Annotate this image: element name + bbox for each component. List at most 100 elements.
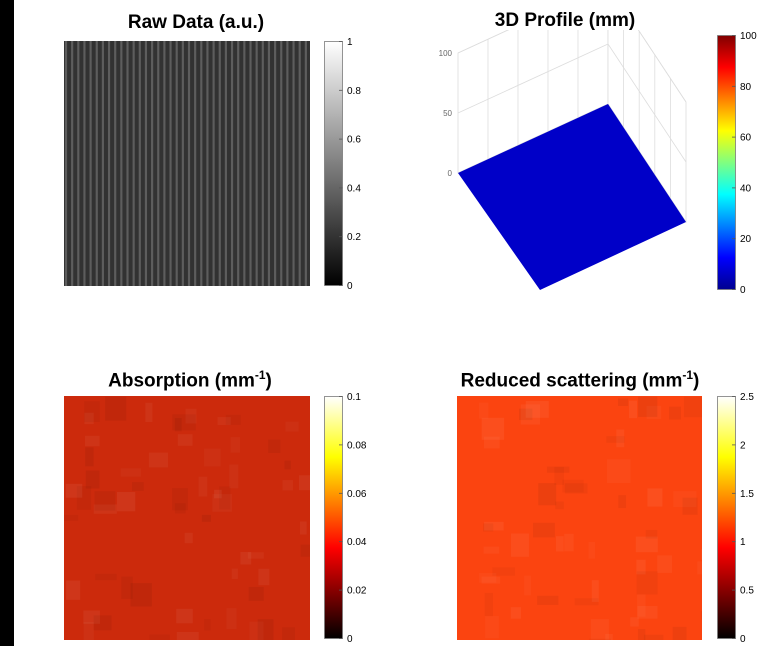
heatmap-texture xyxy=(64,515,78,521)
heatmap-texture xyxy=(635,536,658,553)
absorption-image xyxy=(64,396,313,646)
heatmap-texture xyxy=(484,521,504,531)
raw-data-stripe xyxy=(237,41,240,286)
raw-data-stripe xyxy=(187,41,191,286)
heatmap-texture xyxy=(684,397,702,418)
heatmap-texture xyxy=(518,408,533,421)
colorbar-tick-label: 2.5 xyxy=(740,392,754,403)
heatmap-texture xyxy=(520,404,541,425)
raw-data-stripe xyxy=(151,41,154,286)
raw-data-plot[interactable] xyxy=(64,41,310,286)
heatmap-texture xyxy=(105,396,127,421)
heatmap-texture xyxy=(483,546,500,554)
colorbar-tick-label: 1 xyxy=(740,537,746,548)
heatmap-texture xyxy=(77,486,91,510)
raw-data-stripe xyxy=(274,41,277,286)
heatmap-texture xyxy=(630,617,639,627)
heatmap-texture xyxy=(249,622,263,640)
raw-data-stripe xyxy=(249,41,252,286)
raw-data-stripe xyxy=(138,41,141,286)
raw-data-stripe xyxy=(212,41,215,286)
colorbar-tick-label: 0.2 xyxy=(347,232,361,243)
heatmap-texture xyxy=(672,626,687,646)
heatmap-texture xyxy=(201,514,212,522)
raw-data-stripe xyxy=(77,41,80,286)
heatmap-texture xyxy=(116,492,136,512)
raw-data-stripe xyxy=(83,41,86,286)
colorbar-tick-label: 0.08 xyxy=(347,440,367,451)
heatmap-texture xyxy=(149,634,170,640)
heatmap-texture xyxy=(637,605,658,619)
heatmap-texture xyxy=(177,434,193,446)
colorbar-tick-label: 0 xyxy=(740,285,746,296)
raw-data-stripe xyxy=(101,41,104,286)
heatmap-texture xyxy=(174,418,182,432)
z-grid-line xyxy=(607,43,687,163)
heatmap-texture xyxy=(300,521,307,535)
heatmap-texture xyxy=(93,615,112,631)
scattering-title-main: Reduced scattering (mm xyxy=(460,370,683,392)
heatmap-texture xyxy=(172,488,188,511)
raw-data-stripe xyxy=(255,41,258,286)
profile-3d-axes: 0 50 100 xyxy=(439,0,687,290)
raw-data-stripe xyxy=(194,41,197,286)
colorbar-tick-label: 20 xyxy=(740,234,752,245)
heatmap-texture xyxy=(65,483,83,498)
colorbar-tick-label: 0.6 xyxy=(347,135,361,146)
z-tick-label: 100 xyxy=(439,49,453,58)
heatmap-texture xyxy=(121,468,141,476)
colorbar-tick-label: 40 xyxy=(740,183,752,194)
raw-data-stripe xyxy=(114,41,117,286)
heatmap-texture xyxy=(589,639,611,640)
heatmap-texture xyxy=(204,619,210,631)
heatmap-texture xyxy=(607,459,631,483)
absorption-colorbar: 0 0.02 0.04 0.06 0.08 0.1 xyxy=(324,392,374,645)
colorbar-tick-label: 1.5 xyxy=(740,489,754,500)
profile-plot[interactable]: 0 50 100 xyxy=(420,0,700,292)
raw-data-stripe xyxy=(304,41,307,286)
heatmap-texture xyxy=(214,489,222,499)
heatmap-texture xyxy=(217,417,231,426)
raw-data-stripe xyxy=(243,41,246,286)
raw-data-stripe xyxy=(181,41,184,286)
heatmap-texture xyxy=(479,573,496,583)
scattering-title-end: ) xyxy=(693,370,700,392)
heatmap-fill xyxy=(457,396,702,640)
heatmap-texture xyxy=(232,569,238,579)
heatmap-texture xyxy=(176,631,199,646)
colorbar-gradient xyxy=(324,41,343,286)
colorbar-tick-label: 1 xyxy=(347,37,353,48)
heatmap-texture xyxy=(84,412,94,425)
heatmap-texture xyxy=(66,580,81,600)
raw-data-stripe xyxy=(144,41,148,286)
colorbar-tick-label: 60 xyxy=(740,133,752,144)
heatmap-texture xyxy=(618,495,627,509)
profile-surface xyxy=(458,104,686,290)
heatmap-texture xyxy=(483,523,494,532)
scattering-plot[interactable] xyxy=(457,396,716,646)
profile-title: 3D Profile (mm) xyxy=(494,10,636,31)
heatmap-texture xyxy=(533,522,555,538)
raw-data-stripe xyxy=(175,41,178,286)
raw-data-stripe xyxy=(286,41,289,286)
heatmap-texture xyxy=(204,449,221,467)
colorbar-tick-label: 0.4 xyxy=(347,183,361,194)
raw-data-stripe xyxy=(267,41,271,286)
heatmap-texture xyxy=(282,627,296,646)
heatmap-texture xyxy=(84,435,100,447)
raw-data-stripe xyxy=(224,41,227,286)
heatmap-texture xyxy=(247,552,264,559)
colorbar-tick-label: 0.5 xyxy=(740,586,754,597)
colorbar-gradient xyxy=(717,396,736,639)
heatmap-texture xyxy=(590,619,609,640)
heatmap-texture xyxy=(647,488,663,507)
scattering-title-exponent: -1 xyxy=(682,368,694,382)
heatmap-texture xyxy=(483,436,500,449)
colorbar-tick-label: 0.8 xyxy=(347,86,361,97)
raw-data-stripe xyxy=(230,41,234,286)
absorption-title-exponent: -1 xyxy=(254,368,266,382)
heatmap-texture xyxy=(524,576,531,596)
absorption-plot[interactable] xyxy=(64,396,313,646)
colorbar-tick-label: 0 xyxy=(347,281,353,292)
heatmap-texture xyxy=(555,501,564,510)
